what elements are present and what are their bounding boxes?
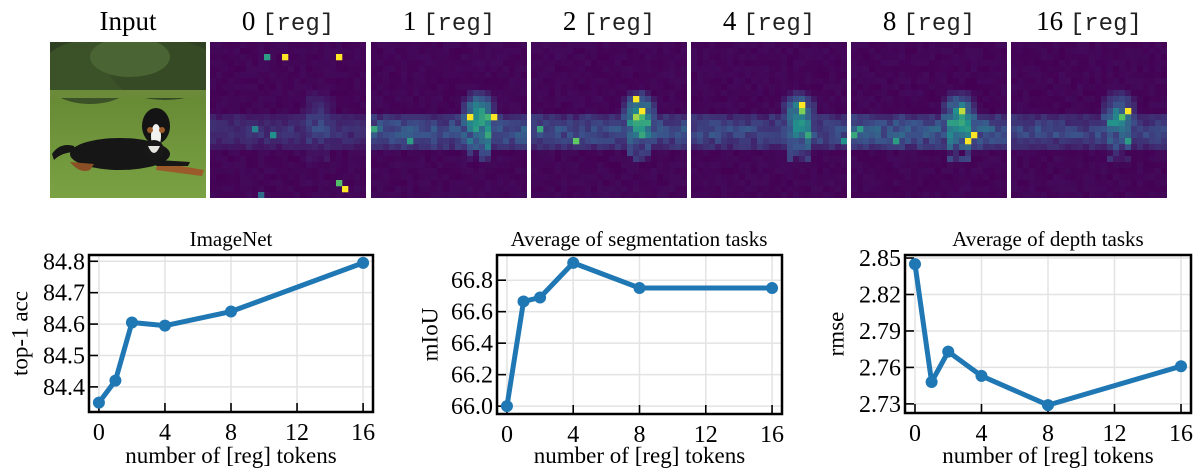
x-axis-label: number of [reg] tokens: [942, 443, 1153, 468]
data-point: [158, 319, 171, 332]
x-tick-label: 12: [1103, 421, 1127, 447]
data-point: [109, 374, 122, 387]
panel-title-reg: [reg]: [583, 11, 656, 38]
x-tick-label: 12: [285, 420, 309, 446]
attention-map-1-reg: [371, 42, 527, 198]
y-tick-label: 84.8: [43, 249, 85, 275]
heatmap-svg: [371, 42, 527, 198]
series-line: [912, 261, 1184, 408]
y-tick-label: 2.85: [859, 246, 901, 272]
x-axis-label: number of [reg] tokens: [534, 443, 745, 468]
chart-title: Average of segmentation tasks: [511, 227, 768, 251]
x-tick-label: 16: [760, 422, 784, 448]
heatmap-svg: [210, 42, 366, 198]
chart-2: Average of depth tasks 0 4 8 12 16 2.73 2.76 2.7…: [823, 227, 1193, 468]
y-axis-label: mIoU: [417, 307, 442, 361]
attention-map-8-reg: [851, 42, 1007, 198]
panel-title-16-reg: 16 [reg]: [1011, 4, 1167, 38]
heatmap-svg: [1011, 42, 1167, 198]
chart-1: Average of segmentation tasks 0 4 8 12 16 66.0…: [417, 227, 784, 468]
panel-title-input: Input: [50, 4, 206, 38]
x-tick-label: 4: [975, 421, 987, 447]
panel-title-number: 8: [882, 6, 897, 36]
data-point: [125, 316, 138, 329]
y-tick-label: 66.6: [451, 300, 493, 326]
series-line: [504, 260, 775, 409]
data-point: [92, 396, 105, 409]
y-tick-label: 84.7: [43, 281, 85, 307]
data-point: [225, 305, 237, 318]
plot-frame: [495, 253, 784, 416]
panel-title-4-reg: 4 [reg]: [691, 4, 847, 38]
chart-title: Average of depth tasks: [952, 227, 1143, 251]
panel-title-text: Input: [99, 6, 157, 36]
panel-title-1-reg: 1 [reg]: [371, 4, 527, 38]
panel-title-number: 0: [241, 6, 256, 36]
data-point: [975, 369, 988, 382]
y-tick-label: 2.76: [859, 355, 901, 381]
y-tick-label: 66.2: [451, 363, 493, 389]
y-tick-label: 84.4: [43, 375, 85, 401]
data-point: [357, 256, 370, 269]
plot-frame: [903, 253, 1193, 415]
heatmap-svg: [851, 42, 1007, 198]
x-tick-label: 0: [501, 422, 513, 448]
panel-title-number: 16: [1036, 6, 1064, 36]
x-tick-label: 8: [634, 422, 646, 448]
panel-title-0-reg: 0 [reg]: [210, 4, 366, 38]
attention-map-4-reg: [691, 42, 847, 198]
attention-map-16-reg: [1011, 42, 1167, 198]
x-tick-label: 8: [1042, 421, 1054, 447]
panel-title-8-reg: 8 [reg]: [851, 4, 1007, 38]
panel-title-2-reg: 2 [reg]: [531, 4, 687, 38]
data-point: [1042, 399, 1054, 412]
panel-title-reg: [reg]: [743, 11, 816, 38]
data-point: [1175, 360, 1188, 373]
y-tick-label: 2.79: [859, 319, 901, 345]
data-point: [517, 295, 530, 308]
panel-title-number: 2: [562, 6, 577, 36]
panel-title-reg: [reg]: [903, 11, 976, 38]
data-point: [567, 256, 580, 269]
y-tick-label: 66.0: [451, 394, 493, 420]
x-axis-label: number of [reg] tokens: [125, 443, 336, 468]
y-tick-label: 84.5: [43, 343, 85, 369]
x-tick-label: 4: [567, 422, 579, 448]
data-point: [908, 258, 921, 271]
data-point: [766, 282, 779, 295]
y-tick-label: 2.73: [859, 392, 901, 418]
data-point: [534, 291, 547, 304]
data-point: [633, 282, 646, 295]
x-tick-label: 0: [909, 421, 921, 447]
x-tick-label: 16: [351, 420, 375, 446]
x-tick-label: 0: [93, 420, 105, 446]
chart-0: ImageNet 0 4 8 12 16 84.4 84.5 84.6 84.7 84.8 numbe…: [7, 227, 375, 468]
y-tick-label: 66.8: [451, 268, 493, 294]
data-point: [500, 400, 513, 413]
panel-title-number: 4: [722, 6, 737, 36]
x-tick-label: 16: [1169, 421, 1193, 447]
data-point: [942, 345, 955, 358]
panel-title-reg: [reg]: [423, 11, 496, 38]
heatmap-svg: [531, 42, 687, 198]
attention-map-2-reg: [531, 42, 687, 198]
y-axis-label: rmse: [823, 312, 848, 357]
attention-map-0-reg: [210, 42, 366, 198]
y-tick-label: 2.82: [859, 283, 901, 309]
chart-title: ImageNet: [190, 227, 273, 251]
y-tick-label: 84.6: [43, 312, 85, 338]
panel-title-reg: [reg]: [1069, 11, 1142, 38]
plot-frame: [87, 253, 375, 414]
heatmap-svg: [691, 42, 847, 198]
x-tick-label: 8: [225, 420, 237, 446]
x-tick-label: 4: [159, 420, 171, 446]
panel-title-number: 1: [402, 6, 417, 36]
y-axis-label: top-1 acc: [7, 291, 32, 376]
panel-title-reg: [reg]: [262, 11, 335, 38]
y-tick-label: 66.4: [451, 331, 493, 357]
x-tick-label: 12: [694, 422, 718, 448]
input-dog-photo: [50, 42, 206, 198]
data-point: [925, 376, 938, 389]
